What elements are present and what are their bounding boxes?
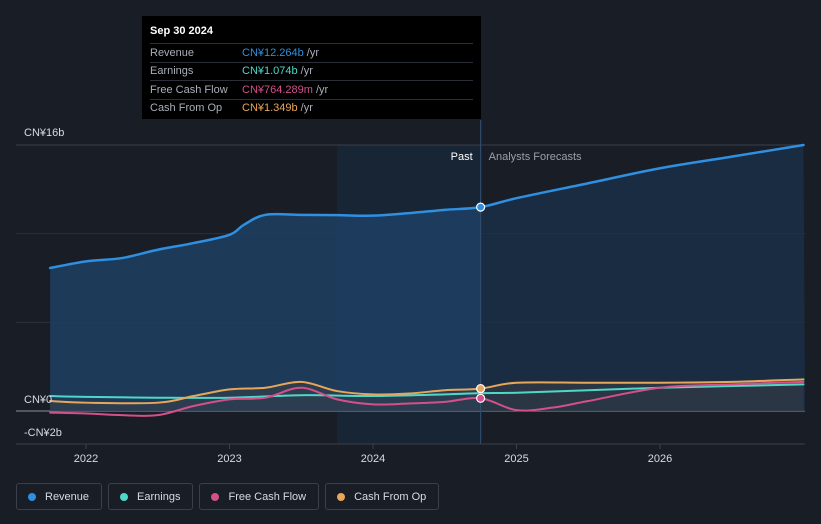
series-line-cash-from-op xyxy=(49,378,805,405)
legend-label: Cash From Op xyxy=(354,490,427,503)
x-tick-label: 2022 xyxy=(74,453,98,465)
tooltip-label: Free Cash Flow xyxy=(150,83,228,96)
tooltip: Sep 30 2024 Revenue CN¥12.264b /yr Earni… xyxy=(142,16,481,119)
y-tick-label: -CN¥2b xyxy=(24,427,62,439)
tooltip-value: CN¥12.264b xyxy=(242,46,304,59)
series-line-revenue xyxy=(48,143,805,270)
marker-cash-from-op xyxy=(476,383,486,394)
legend-dot-icon xyxy=(211,492,220,501)
x-tick-label: 2023 xyxy=(217,453,241,465)
revenue-area-forecast xyxy=(480,145,805,411)
tooltip-label: Cash From Op xyxy=(150,102,223,115)
legend-label: Free Cash Flow xyxy=(228,490,307,503)
series-line-free-cash-flow xyxy=(49,380,805,417)
legend-dot-icon xyxy=(120,492,129,501)
legend-label: Revenue xyxy=(45,490,90,503)
legend-dot-icon xyxy=(337,492,346,501)
tooltip-unit: /yr xyxy=(315,83,329,96)
tooltip-label: Earnings xyxy=(150,65,194,78)
tooltip-label: Revenue xyxy=(150,46,195,59)
legend-item-revenue[interactable]: Revenue xyxy=(16,483,103,510)
marker-revenue xyxy=(476,202,486,212)
y-tick-label: CN¥16b xyxy=(24,127,64,139)
tooltip-unit: /yr xyxy=(306,46,320,59)
legend-label: Earnings xyxy=(137,490,181,503)
tooltip-value: CN¥1.074b xyxy=(242,65,298,78)
tooltip-row-free-cash-flow: Free Cash Flow CN¥764.289m /yr xyxy=(150,80,473,99)
legend-item-cash-from-op[interactable]: Cash From Op xyxy=(325,483,440,510)
tooltip-unit: /yr xyxy=(300,102,313,115)
x-tick-label: 2026 xyxy=(648,453,672,465)
legend: Revenue Earnings Free Cash Flow Cash Fro… xyxy=(16,483,440,510)
past-label: Past xyxy=(451,151,473,163)
legend-dot-icon xyxy=(28,492,36,501)
revenue-area-past xyxy=(50,207,481,411)
tooltip-date: Sep 30 2024 xyxy=(150,25,213,37)
tooltip-row-revenue: Revenue CN¥12.264b /yr xyxy=(150,43,473,62)
forecast-label: Analysts Forecasts xyxy=(489,151,582,163)
tooltip-row-cash-from-op: Cash From Op CN¥1.349b /yr xyxy=(150,98,473,118)
x-tick-label: 2024 xyxy=(361,453,385,465)
legend-item-earnings[interactable]: Earnings xyxy=(108,483,194,510)
y-tick-label: CN¥0 xyxy=(24,394,52,406)
tooltip-unit: /yr xyxy=(300,65,313,78)
tooltip-row-earnings: Earnings CN¥1.074b /yr xyxy=(150,61,473,81)
tooltip-value: CN¥764.289m xyxy=(242,83,313,96)
tooltip-value: CN¥1.349b xyxy=(242,102,298,115)
x-tick-label: 2025 xyxy=(504,453,528,465)
marker-free-cash-flow xyxy=(476,393,486,403)
legend-item-free-cash-flow[interactable]: Free Cash Flow xyxy=(199,483,320,510)
